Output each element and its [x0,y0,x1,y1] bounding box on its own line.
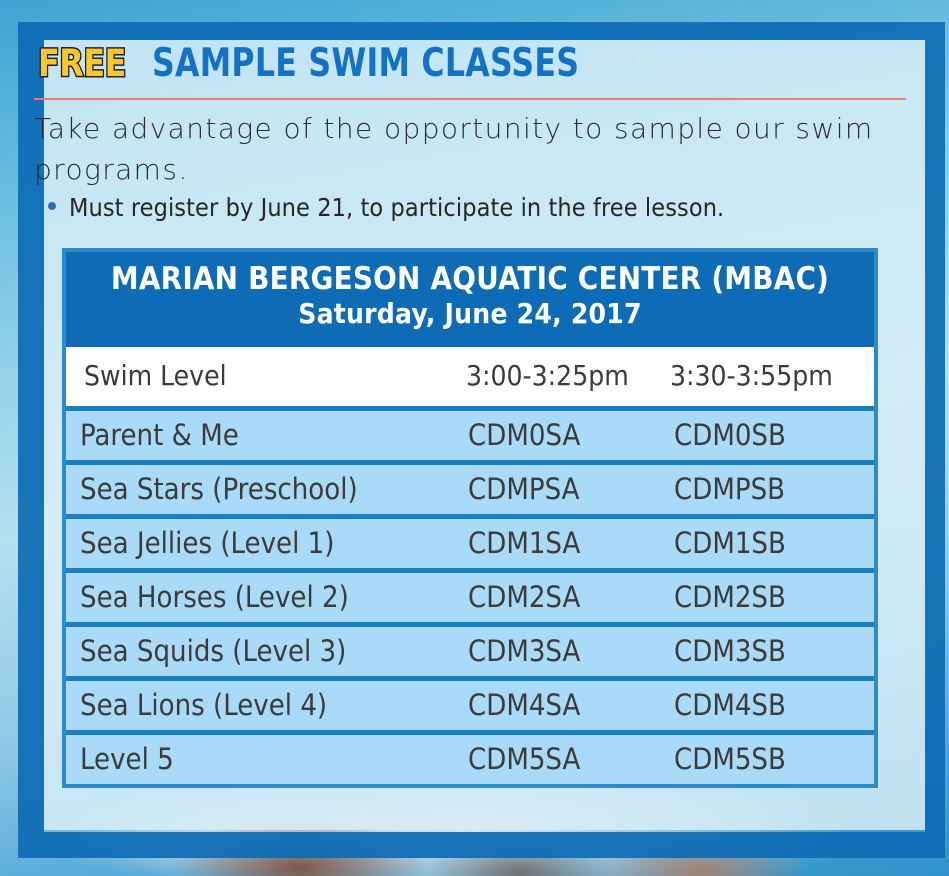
table-banner-location: MARIAN BERGESON AQUATIC CENTER (MBAC) [110,261,830,297]
title-divider [34,98,906,100]
free-badge: FREE [37,42,128,85]
table-row: Sea Horses (Level 2) CDM2SA CDM2SB [66,567,874,622]
cell-level: Parent & Me [80,417,239,452]
table-row: Sea Squids (Level 3) CDM3SA CDM3SB [66,621,874,676]
column-header-slot-b: 3:30-3:55pm [670,359,833,393]
cell-level: Sea Squids (Level 3) [80,633,347,668]
cell-code-b: CDM3SB [674,633,786,668]
cell-code-a: CDM2SA [468,579,581,614]
column-header-slot-a: 3:00-3:25pm [466,359,629,393]
cell-code-b: CDM0SB [674,417,786,452]
cell-code-a: CDM0SA [468,417,581,452]
blue-border-frame [18,22,945,858]
cell-code-a: CDM4SA [468,687,581,722]
cell-level: Sea Stars (Preschool) [80,471,358,506]
table-grid: Swim Level 3:00-3:25pm 3:30-3:55pm Paren… [66,341,874,784]
bullet-dot-icon [48,202,56,210]
intro-paragraph: Take advantage of the opportunity to sam… [34,112,874,186]
table-banner: MARIAN BERGESON AQUATIC CENTER (MBAC) Sa… [66,252,874,342]
page-title: FREE SAMPLE SWIM CLASSES [37,41,627,86]
cell-code-b: CDM2SB [674,579,786,614]
cell-level: Sea Lions (Level 4) [80,687,328,722]
cell-code-a: CDM1SA [468,525,581,560]
cell-code-b: CDM5SB [674,741,786,776]
cell-code-a: CDM5SA [468,741,581,776]
column-header-swim-level: Swim Level [84,359,227,393]
table-row: Level 5 CDM5SA CDM5SB [66,729,874,784]
table-row: Sea Jellies (Level 1) CDM1SA CDM1SB [66,513,874,568]
cell-level: Sea Horses (Level 2) [80,579,349,614]
cell-code-b: CDM1SB [674,525,786,560]
table-banner-date: Saturday, June 24, 2017 [298,296,642,330]
title-text: SAMPLE SWIM CLASSES [152,41,580,86]
list-item: Must register by June 21, to participate… [48,193,725,223]
schedule-table: MARIAN BERGESON AQUATIC CENTER (MBAC) Sa… [62,248,878,788]
list-item-label: Must register by June 21, to participate… [69,193,725,222]
cell-code-b: CDM4SB [674,687,786,722]
cell-code-a: CDMPSA [468,471,580,506]
table-row: Sea Stars (Preschool) CDMPSA CDMPSB [66,459,874,514]
table-row: Sea Lions (Level 4) CDM4SA CDM4SB [66,675,874,730]
table-row: Parent & Me CDM0SA CDM0SB [66,405,874,460]
cell-level: Level 5 [80,741,174,776]
cell-level: Sea Jellies (Level 1) [80,525,335,560]
cell-code-b: CDMPSB [674,471,786,506]
table-header-row: Swim Level 3:00-3:25pm 3:30-3:55pm [66,341,874,406]
cell-code-a: CDM3SA [468,633,581,668]
